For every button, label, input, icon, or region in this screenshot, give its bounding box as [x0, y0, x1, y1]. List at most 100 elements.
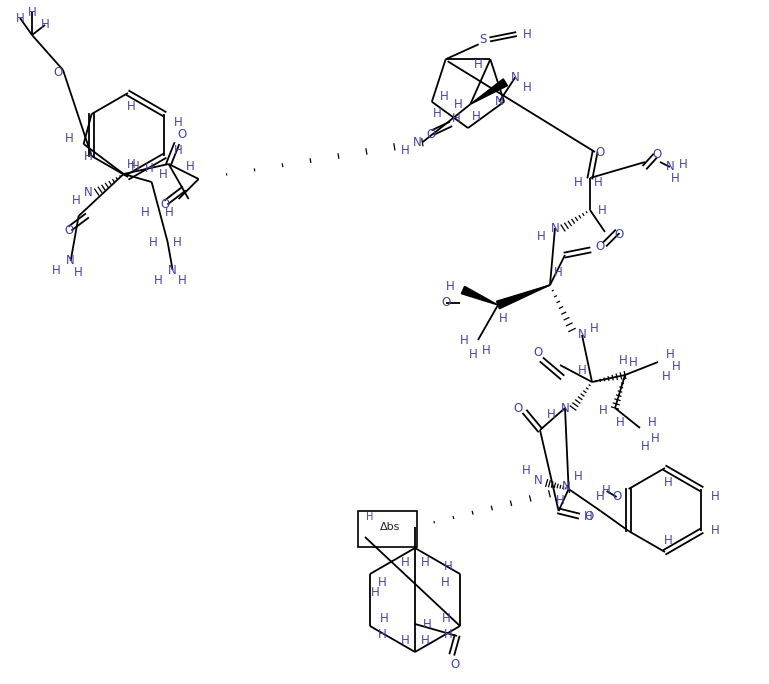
- Text: O: O: [614, 228, 624, 241]
- Text: O: O: [427, 128, 436, 141]
- Text: O: O: [177, 127, 186, 140]
- Text: H: H: [602, 484, 611, 497]
- Text: H: H: [85, 150, 93, 163]
- Text: H: H: [666, 347, 674, 360]
- Text: H: H: [421, 633, 429, 646]
- Text: N: N: [168, 263, 177, 276]
- Text: H: H: [596, 490, 605, 503]
- Text: O: O: [584, 510, 593, 523]
- Text: N: N: [511, 70, 520, 83]
- Text: O: O: [441, 296, 451, 309]
- Text: N: N: [666, 161, 674, 174]
- Text: H: H: [432, 107, 441, 120]
- Text: H: H: [28, 5, 36, 18]
- Text: H: H: [178, 274, 187, 287]
- Text: O: O: [64, 224, 73, 237]
- Text: H: H: [711, 525, 720, 538]
- Text: N: N: [85, 185, 93, 198]
- Text: H: H: [471, 109, 481, 122]
- FancyBboxPatch shape: [358, 511, 417, 547]
- Text: H: H: [444, 560, 452, 573]
- Text: H: H: [401, 633, 409, 646]
- Text: O: O: [534, 347, 543, 360]
- Text: H: H: [15, 12, 25, 25]
- Text: H: H: [380, 611, 388, 624]
- Text: N: N: [66, 254, 75, 267]
- Text: H: H: [378, 627, 386, 640]
- Text: H: H: [460, 334, 468, 347]
- Text: H: H: [440, 90, 448, 103]
- Text: H: H: [366, 512, 374, 522]
- Text: N: N: [413, 135, 421, 148]
- Text: H: H: [598, 404, 608, 417]
- Text: H: H: [618, 354, 628, 367]
- Text: H: H: [481, 343, 491, 356]
- Text: H: H: [671, 360, 681, 373]
- Text: H: H: [468, 347, 478, 360]
- Text: N: N: [551, 222, 559, 235]
- Text: H: H: [711, 490, 720, 503]
- Polygon shape: [461, 287, 498, 305]
- Text: H: H: [174, 116, 183, 129]
- Text: H: H: [165, 205, 174, 218]
- Text: H: H: [523, 28, 532, 41]
- Text: H: H: [75, 267, 83, 280]
- Text: H: H: [155, 274, 163, 287]
- Text: H: H: [537, 230, 545, 243]
- Text: H: H: [423, 618, 431, 631]
- Polygon shape: [471, 79, 508, 104]
- Text: H: H: [594, 176, 602, 189]
- Text: H: H: [445, 280, 454, 293]
- Text: H: H: [401, 144, 410, 157]
- Text: H: H: [647, 417, 657, 430]
- Text: H: H: [52, 265, 61, 278]
- Text: H: H: [641, 440, 649, 453]
- Polygon shape: [497, 285, 550, 308]
- Text: N: N: [562, 480, 571, 493]
- Text: O: O: [160, 198, 169, 211]
- Text: H: H: [145, 161, 154, 174]
- Text: H: H: [159, 168, 168, 181]
- Text: H: H: [616, 415, 624, 428]
- Text: H: H: [651, 432, 659, 445]
- Text: H: H: [547, 408, 555, 421]
- Text: O: O: [612, 490, 621, 503]
- Text: H: H: [401, 555, 409, 568]
- Text: H: H: [664, 534, 672, 547]
- Text: N: N: [578, 328, 587, 341]
- Text: H: H: [444, 627, 452, 640]
- Text: H: H: [661, 369, 671, 382]
- Text: O: O: [514, 402, 523, 415]
- Text: Δbs: Δbs: [380, 522, 400, 532]
- Text: H: H: [378, 575, 386, 588]
- Text: O: O: [53, 66, 62, 79]
- Text: H: H: [41, 18, 49, 31]
- Text: H: H: [141, 205, 150, 218]
- Text: H: H: [578, 363, 587, 376]
- Text: H: H: [371, 586, 379, 598]
- Text: H: H: [127, 159, 135, 172]
- Text: H: H: [590, 321, 598, 334]
- Text: H: H: [474, 57, 483, 70]
- Text: S: S: [479, 33, 486, 46]
- Text: H: H: [127, 101, 135, 114]
- Text: H: H: [498, 313, 508, 326]
- Text: H: H: [131, 159, 140, 172]
- Text: H: H: [523, 81, 531, 94]
- Text: H: H: [454, 98, 463, 111]
- Text: O: O: [652, 148, 661, 161]
- Text: H: H: [584, 510, 593, 523]
- Text: H: H: [441, 575, 449, 588]
- Text: H: H: [451, 111, 461, 124]
- Text: H: H: [664, 475, 672, 488]
- Text: H: H: [671, 172, 679, 185]
- Text: H: H: [574, 176, 582, 189]
- Text: H: H: [678, 157, 687, 170]
- Text: H: H: [174, 144, 183, 157]
- Text: H: H: [421, 555, 429, 568]
- Text: O: O: [451, 657, 460, 670]
- Text: H: H: [554, 267, 562, 280]
- Text: H: H: [173, 235, 182, 248]
- Text: H: H: [522, 464, 531, 477]
- Text: H: H: [628, 356, 638, 369]
